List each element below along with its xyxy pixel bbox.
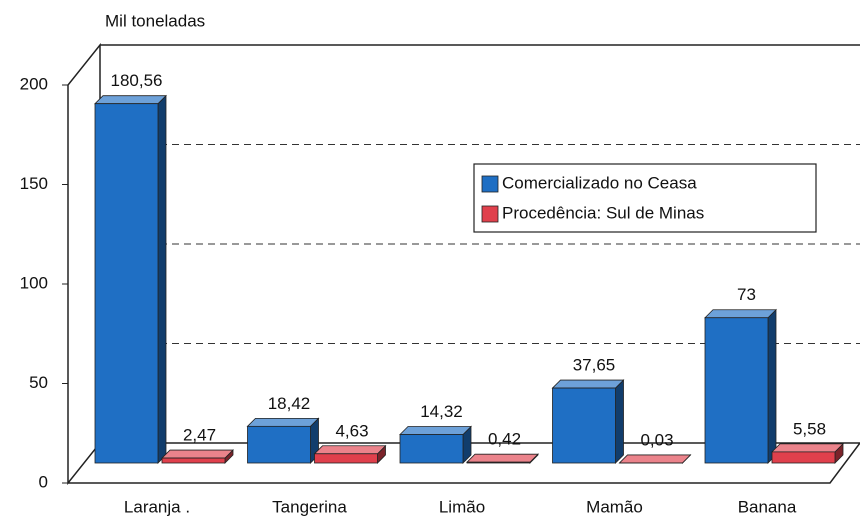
bar	[94, 103, 159, 464]
bar-side	[767, 308, 777, 464]
x-tick-label: Limão	[439, 497, 485, 516]
bar-top	[94, 95, 167, 105]
bar	[314, 453, 378, 464]
bar-top	[771, 443, 844, 453]
bar-top	[551, 379, 625, 389]
y-tick-label: 50	[29, 373, 48, 392]
bar-top	[399, 426, 472, 435]
y-axis-label: Mil toneladas	[105, 11, 205, 30]
axis-wall	[67, 42, 860, 486]
bar	[704, 317, 769, 464]
bar	[466, 461, 531, 464]
bar-side	[157, 94, 167, 464]
bar-top	[246, 417, 320, 427]
value-label: 5,58	[793, 419, 826, 438]
bar-top	[618, 454, 692, 464]
value-label: 14,32	[420, 402, 463, 421]
value-label: 0,03	[640, 430, 673, 449]
y-tick-label: 200	[20, 74, 48, 93]
bar-top	[313, 445, 387, 455]
value-label: 37,65	[573, 356, 616, 375]
y-tick-label: 100	[20, 273, 48, 292]
value-label: 18,42	[268, 394, 311, 413]
y-tick-label: 0	[39, 472, 48, 491]
legend-label: Comercializado no Ceasa	[502, 173, 697, 192]
value-label: 4,63	[335, 421, 368, 440]
value-label: 180,56	[111, 71, 163, 90]
bar	[552, 387, 616, 464]
x-tick-label: Mamão	[586, 497, 643, 516]
legend-swatch	[481, 175, 499, 193]
x-tick-label: Tangerina	[272, 497, 347, 516]
legend-box	[473, 163, 817, 233]
value-label: 0,42	[488, 430, 521, 449]
x-tick-label: Banana	[738, 497, 797, 516]
bar-side	[615, 379, 624, 464]
bar	[399, 434, 464, 464]
bar-top	[466, 453, 539, 463]
value-label: 73	[737, 285, 756, 304]
bar	[247, 425, 311, 464]
bar	[161, 457, 226, 464]
bar	[771, 451, 836, 464]
value-label: 2,47	[183, 426, 216, 445]
legend-label: Procedência: Sul de Minas	[502, 203, 704, 222]
x-tick-label: Laranja .	[124, 497, 190, 516]
bar-top	[704, 309, 777, 319]
legend-swatch	[481, 205, 499, 223]
bar-top	[161, 449, 234, 459]
y-tick-label: 150	[20, 174, 48, 193]
